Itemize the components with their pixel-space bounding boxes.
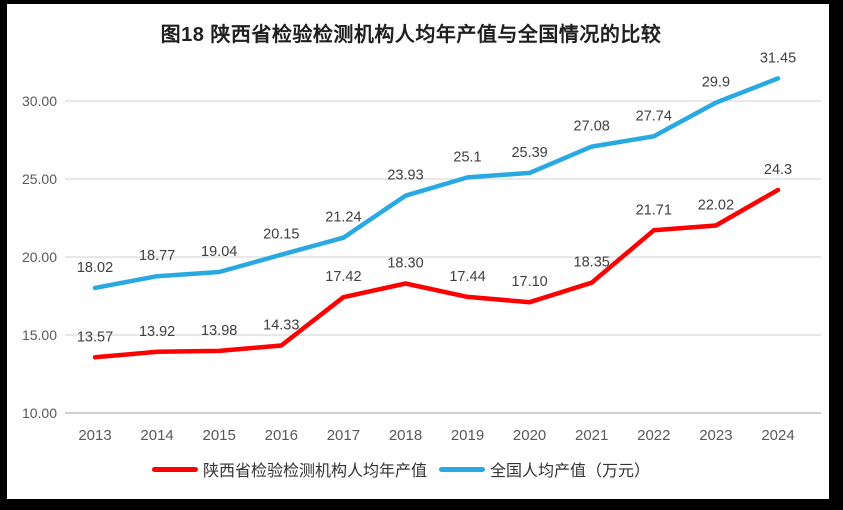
y-axis-tick-label: 30.00 [22,93,57,109]
y-axis-tick-label: 25.00 [22,171,57,187]
shaanxi-data-label: 18.30 [387,256,423,272]
national-data-label: 31.45 [760,50,796,66]
comparison-line-chart: 30.00 25.00 20.00 15.00 10.00 2013 2014 2015 201… [22,50,821,444]
chart-title: 图18 陕西省检验检测机构人均年产值与全国情况的比较 [160,24,662,46]
chart-legend: 陕西省检验检测机构人均年产值 全国人均产值（万元） [151,457,650,481]
national-data-label: 21.24 [325,210,361,226]
legend-item-shaanxi: 陕西省检验检测机构人均年产值 [151,457,427,481]
x-axis-tick-label: 2024 [761,427,794,444]
shaanxi-data-label: 24.3 [764,162,792,178]
shaanxi-data-label: 22.02 [698,198,734,214]
x-axis-tick-label: 2023 [699,427,732,444]
national-data-label: 27.74 [636,108,672,124]
national-line-swatch-icon [439,466,485,472]
chart-canvas: 图18 陕西省检验检测机构人均年产值与全国情况的比较 30.00 25.00 20.… [7,4,829,499]
national-data-label: 27.08 [574,119,610,135]
national-data-label: 23.93 [387,168,423,184]
x-axis-tick-label: 2014 [140,427,173,444]
national-data-label: 18.77 [139,248,175,264]
x-axis-tick-label: 2018 [389,427,422,444]
shaanxi-data-label: 13.98 [201,323,237,339]
shaanxi-data-label: 14.33 [263,318,299,334]
shaanxi-data-label: 18.35 [574,255,610,271]
legend-label-national: 全国人均产值（万元） [490,463,651,480]
national-data-label: 18.02 [77,260,113,276]
shaanxi-data-label: 17.44 [449,269,485,285]
national-series-line [92,76,781,291]
shaanxi-line-swatch-icon [151,466,198,472]
y-axis-tick-label: 15.00 [22,327,57,343]
national-data-label: 25.1 [453,149,481,165]
national-data-label: 29.9 [702,75,730,91]
x-axis-tick-label: 2016 [265,427,298,444]
national-data-label: 20.15 [263,227,299,243]
y-axis-tick-label: 20.00 [22,249,57,265]
x-axis-tick-label: 2021 [575,427,608,444]
national-data-label: 19.04 [201,244,237,260]
legend-label-shaanxi: 陕西省检验检测机构人均年产值 [202,463,427,480]
x-axis-tick-label: 2020 [513,427,546,444]
shaanxi-data-label: 21.71 [636,202,672,218]
x-axis-tick-label: 2013 [78,427,111,444]
x-axis-tick-label: 2015 [203,427,236,444]
shaanxi-data-label: 17.42 [325,269,361,285]
x-axis-tick-label: 2017 [327,427,360,444]
shaanxi-data-label: 13.92 [139,324,175,340]
shaanxi-data-label: 17.10 [511,274,547,290]
x-axis-tick-label: 2022 [637,427,670,444]
shaanxi-series-line [92,187,781,360]
legend-item-national: 全国人均产值（万元） [439,457,650,481]
y-axis-tick-label: 10.00 [22,405,57,421]
national-data-label: 25.39 [511,145,547,161]
x-axis-tick-label: 2019 [451,427,484,444]
shaanxi-data-label: 13.57 [77,329,113,345]
